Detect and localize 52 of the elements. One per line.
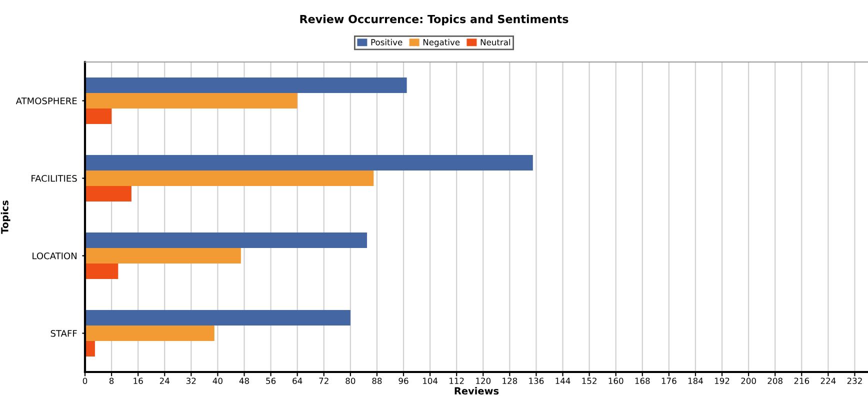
x-tick-label: 64 [292, 378, 302, 384]
x-tick-label: 0 [82, 378, 88, 384]
x-tick-label: 88 [372, 378, 382, 384]
x-tick-label: 8 [109, 378, 114, 384]
y-tick-label: FACILITIES [32, 174, 77, 182]
x-tick-label: 152 [582, 378, 596, 384]
legend-label: Neutral [480, 38, 510, 46]
bar [85, 186, 132, 202]
x-tick-label: 144 [556, 378, 570, 384]
x-tick-label: 224 [820, 378, 836, 384]
bar [85, 93, 298, 108]
x-tick-label: 32 [186, 378, 196, 384]
x-tick-label: 48 [239, 378, 249, 384]
x-tick-label: 192 [714, 378, 730, 384]
bar [85, 170, 374, 186]
chart-title: Review Occurrence: Topics and Sentiments [300, 14, 568, 26]
x-tick-label: 56 [266, 378, 276, 384]
bar [85, 78, 407, 93]
x-tick-label: 104 [423, 378, 438, 384]
bar [85, 232, 368, 248]
x-tick-label: 96 [398, 378, 408, 384]
y-tick-label: LOCATION [32, 252, 76, 260]
bar [85, 310, 350, 326]
x-tick-label: 168 [635, 378, 650, 384]
x-tick-label: 200 [741, 378, 756, 384]
y-tick-label: STAFF [50, 330, 77, 337]
x-tick-label: 112 [450, 378, 464, 384]
x-tick-label: 120 [476, 378, 491, 384]
x-tick-label: 16 [134, 378, 143, 384]
x-tick-label: 160 [608, 378, 624, 384]
x-tick-label: 72 [319, 378, 328, 384]
bar [85, 326, 214, 341]
x-axis-title: Reviews [454, 387, 499, 395]
bar [85, 264, 118, 279]
legend-label: Negative [423, 38, 460, 47]
y-axis-title: Topics [0, 200, 10, 234]
x-tick-label: 176 [662, 378, 676, 384]
x-tick-label: 208 [768, 378, 782, 384]
x-tick-label: 136 [529, 378, 544, 384]
bar [85, 341, 95, 356]
bar [85, 248, 241, 264]
bar [85, 155, 533, 170]
x-tick-label: 216 [794, 378, 810, 384]
x-tick-label: 40 [212, 378, 222, 384]
bar [85, 108, 112, 124]
legend-label: Positive [371, 38, 402, 46]
y-tick-label: ATMOSPHERE [16, 97, 77, 104]
x-tick-label: 80 [346, 378, 356, 384]
x-tick-label: 24 [160, 378, 170, 384]
x-tick-label: 232 [847, 378, 862, 384]
x-tick-label: 128 [502, 378, 518, 384]
x-tick-label: 184 [688, 378, 703, 384]
